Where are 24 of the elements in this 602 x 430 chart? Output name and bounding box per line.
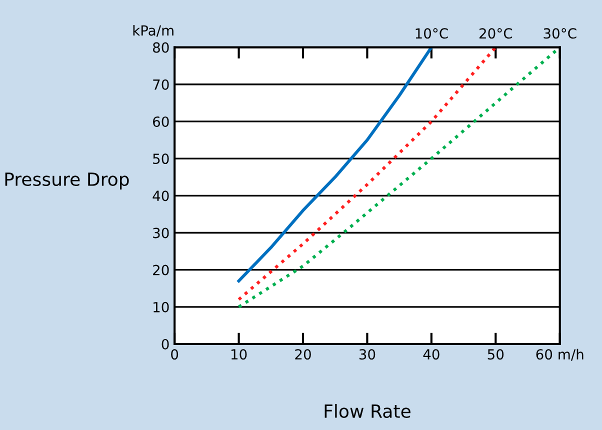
y-tick-label: 40: [152, 190, 169, 202]
y-tick-label: 80: [152, 42, 169, 53]
x-tick-label: 20: [295, 349, 311, 360]
x-tick-label: 0: [171, 349, 178, 360]
y-tick-label: 0: [162, 338, 169, 350]
y-tick-label: 60: [153, 116, 169, 127]
y-tick-label: 20: [153, 264, 169, 276]
series-label: 30°C: [544, 28, 576, 39]
text: kPa/m: [133, 24, 174, 37]
y-tick-label: 10: [154, 302, 169, 312]
series-label: 20°C: [480, 28, 512, 39]
y-axis-title: Pressure Drop: [5, 172, 129, 190]
line-series: [237, 47, 498, 302]
x-axis-title: Flow Rate: [324, 404, 410, 418]
x-tick-label: 30: [359, 349, 376, 360]
x-tick-label: 10: [231, 349, 247, 360]
x-tick-label: 60 m/h: [536, 348, 584, 361]
line-series: [237, 47, 433, 282]
y-tick-label: 70: [153, 79, 169, 90]
series-label: 10°C: [416, 28, 448, 39]
x-tick-label: 50: [488, 349, 504, 360]
y-tick-label: 30: [153, 228, 169, 238]
x-tick-label: 40: [423, 349, 440, 360]
y-tick-label: 50: [153, 154, 169, 164]
